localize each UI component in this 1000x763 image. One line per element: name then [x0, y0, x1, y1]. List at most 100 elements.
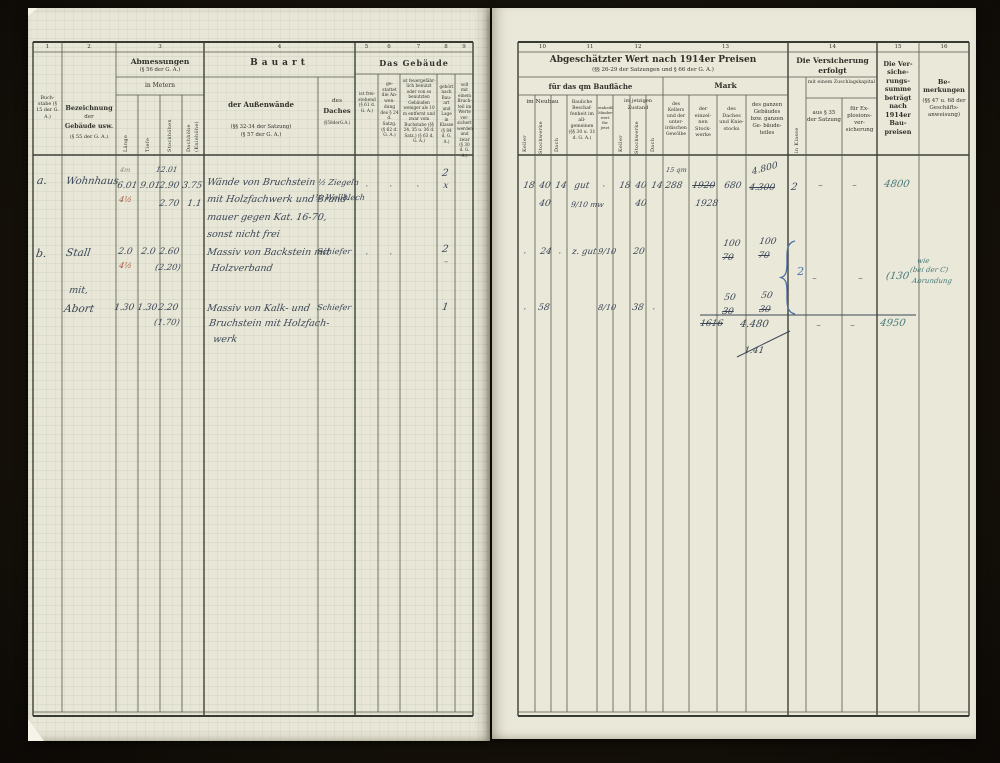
entry-b-stock1: 2.60	[158, 247, 180, 257]
header-jetzt-stockwerke: Stockwerke	[634, 121, 640, 154]
header-stockhoehen: Stockhöhen	[167, 119, 173, 152]
header-mark-daches: des Daches und Knie- stocks	[719, 106, 744, 132]
header-neubau-stockwerke: Stockwerke	[538, 121, 544, 154]
entry-abort-dachart: Schiefer	[316, 303, 352, 312]
entry-a-wand1: Wände von Bruchstein	[206, 177, 317, 188]
header-mark: Mark	[714, 81, 737, 90]
col-num-2: 2	[87, 44, 91, 50]
header-kniehoehe: (Kniehöhe)	[194, 121, 200, 152]
header-feuergefaehrlich: ist feuergefähr- lich benutzt oder von s…	[402, 78, 436, 143]
entry-b-remark1: wie	[916, 257, 931, 265]
header-bruchteil: soll mit einem Bruch- teil im Werte ver-…	[457, 82, 473, 158]
header-neubau-dach: Dach	[554, 137, 560, 152]
col-num-7: 7	[416, 44, 421, 50]
entry-a-beschaffenheit1: gut	[573, 181, 591, 191]
entry-b-jetzt-stock: 20	[632, 247, 646, 257]
entry-a-jetzt-stock1: 40	[634, 181, 648, 191]
header-laenge: Länge	[123, 134, 129, 152]
entry-b-name: Stall	[65, 247, 92, 259]
header-buchstabe: Buch- stabe (§ 15 der G. A.)	[36, 96, 59, 120]
header-versicherungssumme: Die Ver- siche- rungs- summe beträgt nac…	[883, 60, 913, 136]
header-mark-ganzes: des ganzen Gebäudes bzw. ganzen Ge- bäud…	[750, 102, 784, 136]
entry-b-minderwert: 9/10	[597, 247, 617, 256]
entry-a-wand3: mauer gegen Kat. 16-70,	[206, 212, 328, 223]
entry-abort-neubau-stock: 58	[537, 303, 551, 313]
header-neubau-keller: Keller	[522, 135, 528, 152]
col-num-6: 6	[387, 44, 391, 50]
total-ganz-sum: 4.480	[739, 319, 770, 330]
total-paraph: 1.41	[743, 346, 765, 356]
header-abmessungen: Abmessungen	[130, 57, 190, 66]
entry-abort-name: Abort	[63, 303, 95, 315]
entry-b-mark-dach-old: 70	[721, 253, 735, 263]
header-jetzt-keller: Keller	[618, 135, 624, 152]
entry-abort-laenge: 1.30	[113, 303, 135, 313]
entry-b-wand1: Massiv von Backstein mit	[206, 247, 331, 258]
header-abmessungen-ref: (§ 56 der G. A.)	[139, 67, 181, 73]
col-num-12: 12	[634, 44, 642, 50]
entry-a-beschaffenheit2: 9/10 mw	[570, 200, 605, 209]
header-im-neubau: im Neubau	[526, 99, 559, 105]
entry-b-laenge-red: 4½	[118, 261, 133, 270]
header-wert-1914: Abgeschätzter Wert nach 1914er Preisen	[549, 55, 757, 65]
entry-abort-minderwert: 8/10	[597, 303, 617, 312]
header-daches-ref: (§58derG.A.)	[323, 120, 351, 125]
entry-abort-tiefe: 1.30	[136, 303, 158, 313]
entry-abort-wand3: werk	[212, 334, 239, 345]
header-bemerkungen: Be- merkungen	[923, 78, 965, 95]
header-daches-des: des	[331, 98, 343, 104]
header-freistehend: ist frei- stehend (§ 61 d. G. A.)	[358, 92, 376, 115]
entry-a-stock2: 2.70	[158, 199, 180, 209]
entry-a-neubau-keller: 18	[522, 181, 536, 191]
entry-a-qm-note: 15 qm	[665, 166, 688, 174]
entry-b-letter: b.	[35, 247, 48, 260]
col-num-3: 3	[158, 44, 162, 50]
entry-b-mark-dach-new: 100	[722, 239, 742, 249]
entry-a-neubau-stock1: 40	[538, 181, 552, 191]
header-mark-kellers: des Kellers und der unter- irdischen Gew…	[665, 102, 687, 137]
entry-a-laenge-note: 4m	[119, 166, 131, 174]
entry-a-jetzt-dach: 14	[650, 181, 664, 191]
col-num-13: 13	[722, 44, 729, 50]
entry-a-dach1: 3.75	[181, 181, 203, 191]
header-dachhoehe: Dachhöhe	[186, 124, 192, 152]
header-versicherung-erfolgt: Die Versicherung erfolgt	[796, 56, 869, 75]
header-bauliche-beschaffenheit: Bauliche Beschaf- fenheit im all- gemein…	[568, 100, 596, 141]
header-in-metern: in Metern	[144, 82, 176, 89]
entry-abort-mark-ganz-old: 30	[758, 305, 772, 315]
entry-b-stock2: (2.20)	[154, 263, 182, 273]
total-summe: 4950	[879, 318, 907, 329]
entry-b-laenge: 2.0	[117, 247, 134, 257]
entry-abort-stock1: 2.20	[157, 303, 179, 313]
entry-a-jetzt-keller: 18	[618, 181, 632, 191]
header-das-gebaeude: Das Gebäude	[379, 58, 449, 68]
entry-abort-wand2: Bruchstein mit Holzfach-	[208, 318, 331, 329]
entry-a-dachart1: ½ Ziegeln	[317, 178, 360, 187]
col-num-10: 10	[539, 44, 546, 50]
entry-a-mark-dach: 680	[723, 181, 743, 191]
header-im-jetzigen-zustand: im jetzigen Zustand	[623, 98, 653, 111]
header-minderwert: einheitl. Minder- wert für jetzt	[598, 105, 614, 130]
entry-a-mark-stock-new: 1928	[694, 199, 719, 209]
entry-a-mark-ganz-old: 4.300	[748, 183, 776, 193]
header-mark-stockwerke: der einzel- nen Stock- werke	[694, 106, 712, 138]
entry-a-stock-note: 12.01	[155, 165, 179, 174]
entry-a-dachart2: ½ Wellblech	[314, 193, 366, 202]
entry-a-laenge-red: 4½	[118, 195, 133, 204]
header-bezeichnung-der: der	[84, 114, 94, 120]
entry-abort-wand1: Massiv von Kalk- und	[206, 303, 311, 314]
col-num-4: 4	[277, 44, 282, 50]
entry-a-wand4: sonst nicht frei	[206, 229, 281, 240]
entry-b-summe: (130	[885, 271, 910, 282]
entry-a-dach2: 1.1	[186, 199, 203, 209]
header-aussenwaende-ref2: (§ 57 der G. A.)	[240, 132, 282, 138]
col-num-8: 8	[444, 44, 448, 50]
header-bezeichnung-ref: (§ 55 der G. A.)	[69, 134, 109, 140]
header-explosions: für Ex- plosions- ver- sicherung	[845, 106, 874, 134]
entry-b-remark2: (bei der C)	[909, 266, 949, 274]
header-tiefe: Tiefe	[145, 137, 151, 152]
header-bemerkungen-ref: (§§ 47 u. 68 der Geschäfts- anweisung)	[922, 98, 966, 119]
entry-b-neubau-stock: 24	[539, 247, 553, 257]
col-num-16: 16	[940, 44, 948, 50]
